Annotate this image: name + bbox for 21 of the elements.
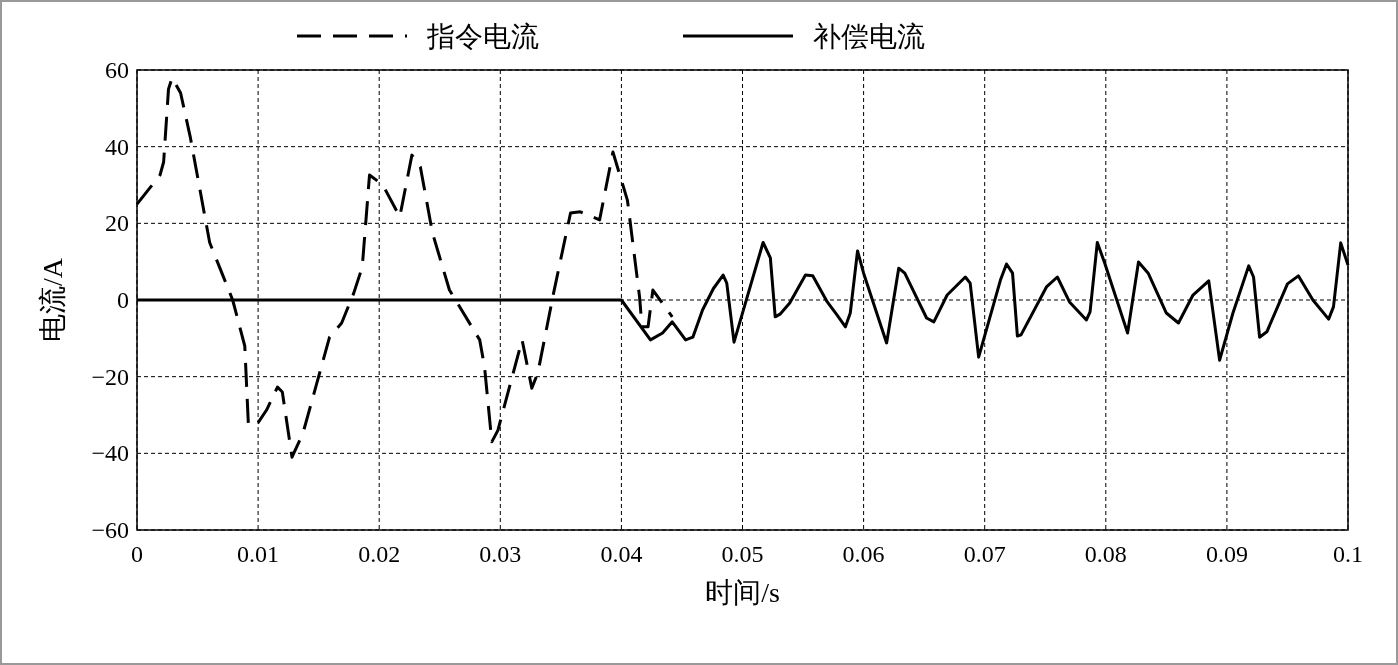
x-tick-label: 0.05	[721, 541, 764, 567]
x-tick-label: 0.03	[479, 541, 522, 567]
y-tick-label: 40	[105, 133, 129, 160]
y-tick-label: −20	[91, 363, 129, 390]
legend-label: 补偿电流	[813, 21, 925, 52]
x-tick-label: 0.01	[237, 541, 280, 567]
y-tick-label: −40	[91, 440, 129, 467]
y-tick-label: 0	[117, 287, 129, 313]
x-tick-label: 0.07	[963, 541, 1006, 567]
legend-label: 指令电流	[426, 21, 539, 52]
x-tick-label: 0.04	[600, 541, 643, 567]
x-tick-label: 0.08	[1084, 541, 1127, 567]
x-tick-label: 0.06	[842, 541, 885, 567]
y-tick-label: −60	[91, 517, 129, 543]
x-tick-label: 0.02	[358, 541, 401, 567]
x-tick-label: 0.1	[1333, 541, 1363, 567]
y-tick-label: 20	[105, 210, 129, 237]
y-tick-label: 60	[105, 57, 129, 83]
y-axis-title: 电流/A	[37, 257, 68, 342]
x-tick-label: 0.09	[1205, 541, 1248, 567]
x-axis-title: 时间/s	[705, 577, 780, 608]
